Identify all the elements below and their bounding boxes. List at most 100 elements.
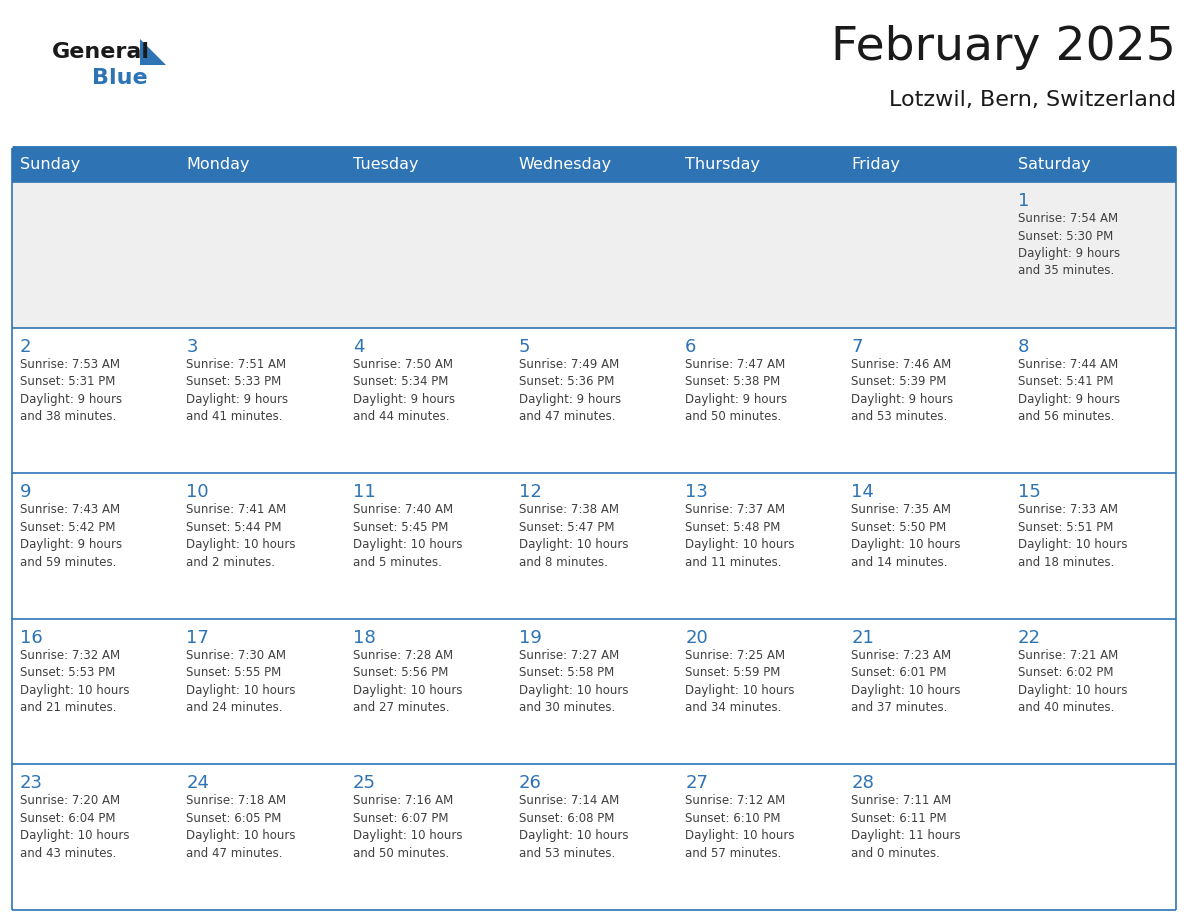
Text: Sunset: 5:30 PM: Sunset: 5:30 PM (1018, 230, 1113, 242)
Text: Daylight: 10 hours: Daylight: 10 hours (519, 538, 628, 551)
Text: Sunrise: 7:46 AM: Sunrise: 7:46 AM (852, 358, 952, 371)
Text: Daylight: 10 hours: Daylight: 10 hours (187, 538, 296, 551)
Text: Friday: Friday (852, 158, 901, 173)
Text: Sunset: 6:02 PM: Sunset: 6:02 PM (1018, 666, 1113, 679)
Text: 27: 27 (685, 775, 708, 792)
Text: Daylight: 10 hours: Daylight: 10 hours (20, 684, 129, 697)
Text: Sunset: 6:11 PM: Sunset: 6:11 PM (852, 812, 947, 825)
Text: Sunrise: 7:38 AM: Sunrise: 7:38 AM (519, 503, 619, 516)
Text: 15: 15 (1018, 483, 1041, 501)
Text: Sunset: 6:08 PM: Sunset: 6:08 PM (519, 812, 614, 825)
Text: Sunrise: 7:28 AM: Sunrise: 7:28 AM (353, 649, 453, 662)
Text: and 34 minutes.: and 34 minutes. (685, 701, 782, 714)
Text: Sunset: 5:38 PM: Sunset: 5:38 PM (685, 375, 781, 388)
Text: Blue: Blue (91, 68, 147, 88)
Text: and 2 minutes.: and 2 minutes. (187, 555, 276, 568)
Text: and 47 minutes.: and 47 minutes. (187, 847, 283, 860)
Text: 2: 2 (20, 338, 32, 355)
Text: 16: 16 (20, 629, 43, 647)
Text: Sunrise: 7:27 AM: Sunrise: 7:27 AM (519, 649, 619, 662)
Text: and 5 minutes.: and 5 minutes. (353, 555, 442, 568)
Text: Daylight: 10 hours: Daylight: 10 hours (353, 829, 462, 843)
Text: Sunrise: 7:51 AM: Sunrise: 7:51 AM (187, 358, 286, 371)
Text: and 38 minutes.: and 38 minutes. (20, 410, 116, 423)
Text: Daylight: 9 hours: Daylight: 9 hours (1018, 247, 1120, 260)
Text: 24: 24 (187, 775, 209, 792)
Text: Daylight: 10 hours: Daylight: 10 hours (20, 829, 129, 843)
Text: Sunrise: 7:33 AM: Sunrise: 7:33 AM (1018, 503, 1118, 516)
Text: Sunrise: 7:32 AM: Sunrise: 7:32 AM (20, 649, 120, 662)
Text: Daylight: 10 hours: Daylight: 10 hours (187, 684, 296, 697)
Text: Sunset: 5:56 PM: Sunset: 5:56 PM (353, 666, 448, 679)
Text: 12: 12 (519, 483, 542, 501)
Text: Sunrise: 7:30 AM: Sunrise: 7:30 AM (187, 649, 286, 662)
Text: Wednesday: Wednesday (519, 158, 612, 173)
Text: February 2025: February 2025 (832, 26, 1176, 71)
Text: Saturday: Saturday (1018, 158, 1091, 173)
Text: Sunrise: 7:35 AM: Sunrise: 7:35 AM (852, 503, 952, 516)
Text: and 8 minutes.: and 8 minutes. (519, 555, 608, 568)
Text: 18: 18 (353, 629, 375, 647)
Bar (12, 148, 1176, 182)
Text: 23: 23 (20, 775, 43, 792)
Text: Sunset: 5:58 PM: Sunset: 5:58 PM (519, 666, 614, 679)
Text: Sunrise: 7:12 AM: Sunrise: 7:12 AM (685, 794, 785, 808)
Text: 10: 10 (187, 483, 209, 501)
Text: 26: 26 (519, 775, 542, 792)
Text: Sunset: 6:04 PM: Sunset: 6:04 PM (20, 812, 115, 825)
Text: Daylight: 10 hours: Daylight: 10 hours (519, 684, 628, 697)
Text: Sunrise: 7:47 AM: Sunrise: 7:47 AM (685, 358, 785, 371)
Text: 5: 5 (519, 338, 530, 355)
Text: Sunset: 5:53 PM: Sunset: 5:53 PM (20, 666, 115, 679)
Text: Sunset: 5:48 PM: Sunset: 5:48 PM (685, 521, 781, 533)
Text: Daylight: 10 hours: Daylight: 10 hours (852, 538, 961, 551)
Text: 14: 14 (852, 483, 874, 501)
Text: Sunset: 5:39 PM: Sunset: 5:39 PM (852, 375, 947, 388)
Text: Sunset: 6:07 PM: Sunset: 6:07 PM (353, 812, 448, 825)
Text: Daylight: 10 hours: Daylight: 10 hours (1018, 684, 1127, 697)
Text: 20: 20 (685, 629, 708, 647)
Text: Daylight: 9 hours: Daylight: 9 hours (187, 393, 289, 406)
Text: Sunset: 5:55 PM: Sunset: 5:55 PM (187, 666, 282, 679)
Text: and 50 minutes.: and 50 minutes. (353, 847, 449, 860)
Text: Daylight: 9 hours: Daylight: 9 hours (20, 393, 122, 406)
Text: and 37 minutes.: and 37 minutes. (852, 701, 948, 714)
Text: 7: 7 (852, 338, 862, 355)
Text: Sunset: 5:42 PM: Sunset: 5:42 PM (20, 521, 115, 533)
Text: Sunrise: 7:54 AM: Sunrise: 7:54 AM (1018, 212, 1118, 225)
Text: Sunset: 5:47 PM: Sunset: 5:47 PM (519, 521, 614, 533)
Text: and 30 minutes.: and 30 minutes. (519, 701, 615, 714)
Text: Sunset: 5:45 PM: Sunset: 5:45 PM (353, 521, 448, 533)
Text: 11: 11 (353, 483, 375, 501)
Text: Sunrise: 7:44 AM: Sunrise: 7:44 AM (1018, 358, 1118, 371)
Text: Sunset: 5:51 PM: Sunset: 5:51 PM (1018, 521, 1113, 533)
Text: Daylight: 10 hours: Daylight: 10 hours (685, 829, 795, 843)
Text: and 53 minutes.: and 53 minutes. (852, 410, 948, 423)
Text: Sunrise: 7:43 AM: Sunrise: 7:43 AM (20, 503, 120, 516)
Text: and 47 minutes.: and 47 minutes. (519, 410, 615, 423)
Text: Sunrise: 7:14 AM: Sunrise: 7:14 AM (519, 794, 619, 808)
Text: Sunset: 5:50 PM: Sunset: 5:50 PM (852, 521, 947, 533)
Text: 21: 21 (852, 629, 874, 647)
Text: and 35 minutes.: and 35 minutes. (1018, 264, 1114, 277)
Text: Sunset: 5:44 PM: Sunset: 5:44 PM (187, 521, 282, 533)
Text: Daylight: 10 hours: Daylight: 10 hours (187, 829, 296, 843)
Text: 3: 3 (187, 338, 197, 355)
Text: Daylight: 10 hours: Daylight: 10 hours (852, 684, 961, 697)
Text: Sunday: Sunday (20, 158, 81, 173)
Text: Sunrise: 7:20 AM: Sunrise: 7:20 AM (20, 794, 120, 808)
Text: Sunrise: 7:21 AM: Sunrise: 7:21 AM (1018, 649, 1118, 662)
Text: 9: 9 (20, 483, 32, 501)
Text: 6: 6 (685, 338, 696, 355)
Text: Daylight: 10 hours: Daylight: 10 hours (685, 538, 795, 551)
Text: and 43 minutes.: and 43 minutes. (20, 847, 116, 860)
Text: and 50 minutes.: and 50 minutes. (685, 410, 782, 423)
Text: 19: 19 (519, 629, 542, 647)
Text: Daylight: 9 hours: Daylight: 9 hours (353, 393, 455, 406)
Text: 17: 17 (187, 629, 209, 647)
Text: Sunrise: 7:23 AM: Sunrise: 7:23 AM (852, 649, 952, 662)
Text: Daylight: 10 hours: Daylight: 10 hours (685, 684, 795, 697)
Text: and 21 minutes.: and 21 minutes. (20, 701, 116, 714)
Bar (12, 182, 1176, 328)
Text: Sunset: 5:59 PM: Sunset: 5:59 PM (685, 666, 781, 679)
